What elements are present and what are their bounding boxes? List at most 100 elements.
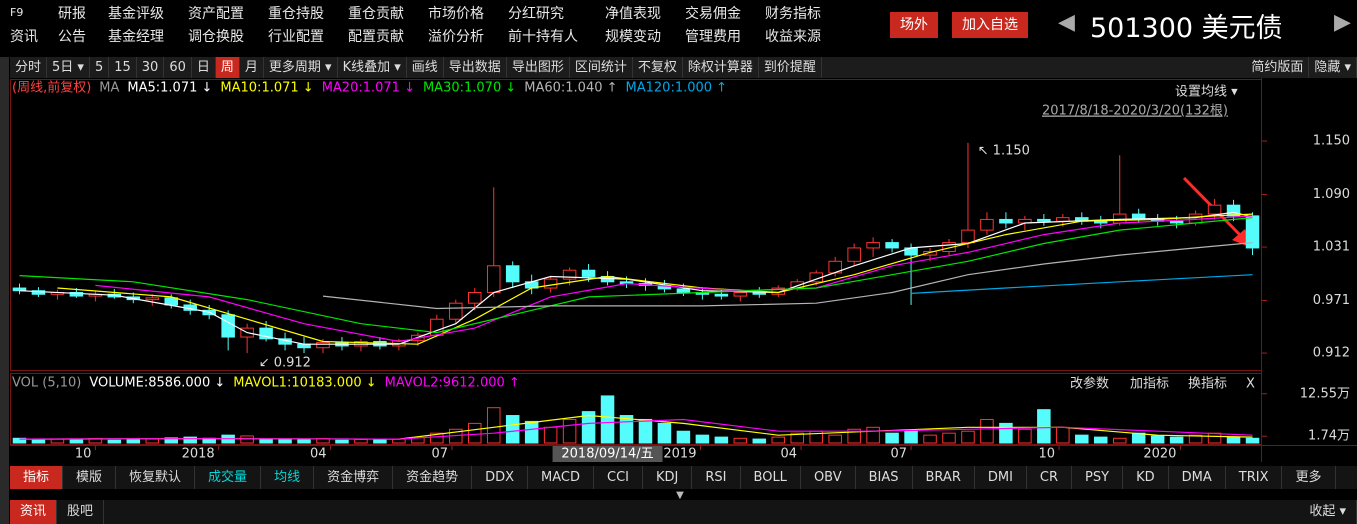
- tab[interactable]: 资金博弈: [314, 466, 394, 489]
- tab[interactable]: CCI: [594, 466, 644, 489]
- tab[interactable]: KD: [1123, 466, 1169, 489]
- tab[interactable]: TRIX: [1226, 466, 1283, 489]
- volume-bar: [600, 395, 615, 444]
- tab[interactable]: MACD: [528, 466, 595, 489]
- menu-item[interactable]: 财务指标: [765, 6, 821, 22]
- volume-bar: [676, 430, 691, 444]
- tab[interactable]: 均线: [261, 466, 315, 489]
- toolbar-item[interactable]: 日: [192, 57, 216, 78]
- tab[interactable]: 成交量: [195, 466, 262, 489]
- toolbar-item[interactable]: 隐藏 ▾: [1309, 57, 1357, 78]
- toolbar-item[interactable]: 不复权: [633, 57, 683, 78]
- candle-body: [923, 251, 937, 256]
- toolbar-item[interactable]: 导出图形: [507, 57, 570, 78]
- menu-item[interactable]: 交易佣金: [685, 6, 741, 22]
- menu-item[interactable]: 前十持有人: [508, 29, 578, 45]
- candle-body: [221, 314, 235, 338]
- toolbar-item[interactable]: 到价提醒: [759, 57, 822, 78]
- toolbar-item[interactable]: 15: [109, 57, 137, 78]
- toolbar-item[interactable]: 区间统计: [570, 57, 633, 78]
- menu-item[interactable]: 管理费用: [685, 29, 741, 45]
- legend-item: VOLUME:8586.000 ↓: [89, 376, 225, 391]
- tab[interactable]: DMI: [975, 466, 1027, 489]
- toolbar-item[interactable]: 画线: [407, 57, 444, 78]
- menu-item[interactable]: 分红研究: [508, 6, 564, 22]
- toolbar-item[interactable]: K线叠加 ▾: [338, 57, 407, 78]
- menu-item[interactable]: 调仓换股: [188, 29, 244, 45]
- collapse-button[interactable]: 收起 ▾: [1299, 500, 1357, 524]
- chart-bg: [10, 78, 1357, 466]
- bottom-tab[interactable]: 资讯: [10, 500, 58, 524]
- tab[interactable]: 指标: [10, 466, 64, 489]
- menu-item[interactable]: 行业配置: [268, 29, 324, 45]
- menu-item[interactable]: F9: [10, 6, 24, 19]
- menu-item[interactable]: 重仓持股: [268, 6, 324, 22]
- volume-bar: [524, 420, 539, 444]
- tab[interactable]: BRAR: [913, 466, 975, 489]
- menu-item[interactable]: 资讯: [10, 29, 38, 45]
- menu-item[interactable]: 配置贡献: [348, 29, 404, 45]
- menu-item[interactable]: 资产配置: [188, 6, 244, 22]
- legend-item: MA60:1.040 ↑: [524, 81, 617, 96]
- toolbar-left: 分时 5日 ▾ 5 15 30 60 日周月更多周期 ▾ K线叠加 ▾ 画线 导出数据 导出图形 区间…: [10, 57, 822, 78]
- panel-button[interactable]: 改参数: [1070, 376, 1109, 392]
- volume-bar: [638, 418, 653, 444]
- tab[interactable]: KDJ: [643, 466, 693, 489]
- legend-item: MAVOL1:10183.000 ↓: [233, 376, 376, 391]
- header-button[interactable]: 加入自选: [952, 12, 1028, 38]
- menu-item[interactable]: 基金评级: [108, 6, 164, 22]
- menu-item[interactable]: 规模变动: [605, 29, 661, 45]
- tab[interactable]: 资金趋势: [393, 466, 473, 489]
- volume-bar: [335, 439, 349, 444]
- panel-button[interactable]: X: [1246, 377, 1255, 392]
- tab[interactable]: 模版: [63, 466, 117, 489]
- menu-item[interactable]: 净值表现: [605, 6, 661, 22]
- tab[interactable]: CR: [1027, 466, 1073, 489]
- toolbar-item[interactable]: 除权计算器: [683, 57, 759, 78]
- bottom-left: 资讯 股吧: [10, 500, 105, 524]
- toolbar-item[interactable]: 30: [137, 57, 165, 78]
- menu-item[interactable]: 重仓贡献: [348, 6, 404, 22]
- toolbar-item[interactable]: 5日 ▾: [47, 57, 90, 78]
- tab[interactable]: PSY: [1072, 466, 1124, 489]
- toolbar-item[interactable]: 分时: [10, 57, 48, 78]
- tab[interactable]: BOLL: [741, 466, 801, 489]
- candle-body: [714, 293, 729, 297]
- menu-item[interactable]: 溢价分析: [428, 29, 484, 45]
- panel-button[interactable]: 换指标: [1188, 377, 1227, 392]
- tab[interactable]: RSI: [692, 466, 741, 489]
- settings-label: 设置均线 ▾: [1175, 85, 1238, 100]
- volume-bar: [752, 438, 767, 444]
- toolbar-item[interactable]: 月: [240, 57, 264, 78]
- volume-bar: [562, 418, 577, 444]
- ma-line: [911, 274, 1253, 294]
- tab[interactable]: DDX: [472, 466, 529, 489]
- legend-item: MA10:1.071 ↓: [220, 81, 313, 96]
- bottom-tab[interactable]: 股吧: [57, 500, 105, 524]
- header-button[interactable]: 场外: [890, 12, 938, 38]
- candle-body: [316, 341, 330, 349]
- tab[interactable]: DMA: [1169, 466, 1226, 489]
- menu-item[interactable]: 研报: [58, 6, 86, 22]
- menu-item[interactable]: 基金经理: [108, 29, 164, 45]
- menu-item[interactable]: 公告: [58, 29, 86, 45]
- tab[interactable]: 恢复默认: [116, 466, 196, 489]
- tab[interactable]: BIAS: [856, 466, 913, 489]
- toolbar-item[interactable]: 导出数据: [444, 57, 507, 78]
- tab[interactable]: 更多: [1282, 466, 1336, 489]
- prev-arrow[interactable]: ◀: [1058, 10, 1075, 35]
- toolbar-item[interactable]: 简约版面: [1246, 57, 1310, 78]
- toolbar-item[interactable]: 周: [215, 57, 240, 78]
- candle-body: [1112, 213, 1127, 224]
- toolbar-item[interactable]: 60: [164, 57, 192, 78]
- next-arrow[interactable]: ▶: [1334, 10, 1351, 35]
- toolbar-item[interactable]: 更多周期 ▾: [264, 57, 338, 78]
- menu-item[interactable]: 市场价格: [428, 6, 484, 22]
- panel-button[interactable]: 加指标: [1130, 377, 1169, 392]
- legend-item: MAVOL2:9612.000 ↑: [385, 376, 520, 391]
- toolbar-item[interactable]: 5: [90, 57, 110, 78]
- tab[interactable]: OBV: [801, 466, 856, 489]
- menu-item[interactable]: 收益来源: [765, 29, 821, 45]
